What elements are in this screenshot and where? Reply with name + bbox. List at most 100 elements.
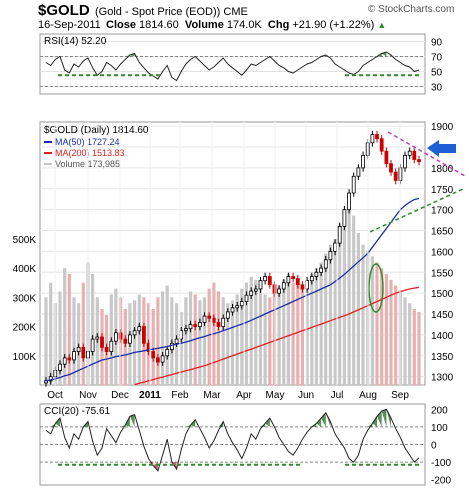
volume-bar bbox=[314, 268, 318, 385]
volume-bar bbox=[310, 274, 314, 385]
price-bar-body bbox=[58, 363, 62, 371]
price-bar-body bbox=[123, 338, 128, 344]
price-bar-body bbox=[244, 294, 249, 302]
price-tick-label: 1550 bbox=[431, 268, 454, 279]
cci-tick-label: 100 bbox=[431, 423, 448, 434]
price-bar-body bbox=[141, 326, 146, 344]
price-bar-body bbox=[375, 134, 379, 140]
price-bar-body bbox=[286, 276, 291, 284]
price-bar-body bbox=[351, 175, 356, 194]
price-bar-body bbox=[155, 357, 160, 363]
x-axis-label: Oct bbox=[47, 390, 63, 401]
price-bar-body bbox=[207, 315, 212, 319]
price-bar-body bbox=[76, 346, 81, 352]
price-bar-body bbox=[319, 267, 324, 273]
volume-bar bbox=[91, 274, 95, 385]
price-bar-body bbox=[356, 167, 361, 177]
price-bar-body bbox=[347, 192, 352, 211]
price-title: $GOLD (Daily) 1814.60 bbox=[44, 125, 149, 136]
price-bar-body bbox=[300, 284, 305, 290]
volume-bar bbox=[263, 294, 267, 385]
rsi-tick-label: 30 bbox=[431, 83, 443, 94]
price-tick-label: 1800 bbox=[431, 164, 454, 175]
description-text: (Gold - Spot Price (EOD)) bbox=[95, 6, 221, 18]
price-bar-body bbox=[295, 278, 300, 286]
price-bar-body bbox=[393, 171, 398, 181]
symbol-title: $GOLD bbox=[38, 2, 90, 19]
x-axis-label: Sep bbox=[391, 390, 409, 401]
cci-tick-label: 200 bbox=[431, 405, 448, 416]
price-bar-body bbox=[267, 276, 272, 286]
price-bar-body bbox=[239, 301, 244, 307]
cci-label: CCI(20) -75.61 bbox=[44, 406, 111, 417]
volume-bar bbox=[347, 203, 351, 385]
price-bar-body bbox=[417, 159, 421, 163]
volume-bar bbox=[268, 297, 272, 385]
price-bar-body bbox=[249, 290, 254, 296]
volume-bar bbox=[394, 285, 398, 385]
price-bar-body bbox=[193, 324, 198, 327]
volume-bar bbox=[58, 291, 62, 385]
price-bar-body bbox=[48, 376, 53, 382]
price-bar-body bbox=[188, 324, 193, 330]
rsi-tick-label: 70 bbox=[431, 53, 443, 64]
price-bar-body bbox=[127, 334, 132, 344]
cci-tick-label: -200 bbox=[431, 476, 451, 487]
rsi-line bbox=[45, 51, 420, 82]
x-axis-label: Jul bbox=[331, 390, 344, 401]
volume-bar bbox=[179, 311, 183, 385]
price-tick-label: 1350 bbox=[431, 352, 454, 363]
volume-bar bbox=[184, 297, 188, 385]
price-tick-label: 1700 bbox=[431, 206, 454, 217]
cci-line bbox=[45, 408, 420, 472]
volume-bar bbox=[198, 300, 202, 385]
volume-bar bbox=[151, 309, 155, 385]
x-axis-label: Apr bbox=[236, 390, 252, 401]
gap-annotation-ellipse bbox=[368, 263, 384, 313]
x-axis-label: Aug bbox=[359, 390, 377, 401]
volume-bar bbox=[81, 282, 85, 385]
price-bar-body bbox=[258, 280, 263, 290]
volume-bar bbox=[230, 300, 235, 385]
legend-entry: MA(50) 1727.24 bbox=[55, 137, 120, 147]
price-bar-body bbox=[81, 346, 86, 359]
volume-bar bbox=[352, 215, 356, 385]
ma200-line bbox=[134, 286, 420, 386]
volume-tick-label: 500K bbox=[13, 235, 37, 246]
price-bar-body bbox=[277, 288, 282, 294]
price-bar-body bbox=[235, 305, 240, 309]
volume-bar bbox=[361, 244, 365, 385]
volume-tick-label: 200K bbox=[13, 323, 37, 334]
price-bar-body bbox=[100, 336, 104, 348]
price-tick-label: 1650 bbox=[431, 227, 454, 238]
volume-bar bbox=[202, 297, 207, 385]
x-axis-label: Jun bbox=[298, 390, 314, 401]
volume-bar bbox=[72, 297, 76, 385]
volume-bar bbox=[286, 274, 290, 385]
volume-bar bbox=[133, 300, 137, 385]
price-bar-body bbox=[291, 276, 296, 279]
price-bar-body bbox=[211, 317, 216, 323]
price-bar-body bbox=[379, 138, 384, 152]
price-bar-body bbox=[90, 338, 95, 353]
price-bar-body bbox=[389, 163, 393, 173]
volume-bar bbox=[328, 244, 332, 385]
price-bar-body bbox=[197, 321, 202, 327]
price-bar-body bbox=[165, 349, 170, 357]
rsi-panel bbox=[39, 33, 426, 95]
quote-summary: Close 1814.60 Volume 174.0K Chg +21.90 (… bbox=[106, 19, 386, 31]
price-bar-body bbox=[407, 150, 412, 156]
volume-bar bbox=[221, 297, 225, 385]
rsi-label: RSI(14) 52.20 bbox=[44, 36, 107, 47]
price-bar-body bbox=[314, 271, 319, 277]
price-bar-body bbox=[328, 250, 333, 261]
price-bar-body bbox=[95, 336, 100, 340]
volume-tick-label: 100K bbox=[13, 352, 37, 363]
price-bar-body bbox=[109, 340, 114, 353]
cci-oversold-fill bbox=[148, 462, 177, 471]
x-axis-label: Dec bbox=[111, 390, 129, 401]
price-bar-body bbox=[72, 351, 76, 361]
price-bar-body bbox=[104, 346, 109, 352]
site-credit[interactable]: © StockCharts.com bbox=[368, 4, 455, 15]
